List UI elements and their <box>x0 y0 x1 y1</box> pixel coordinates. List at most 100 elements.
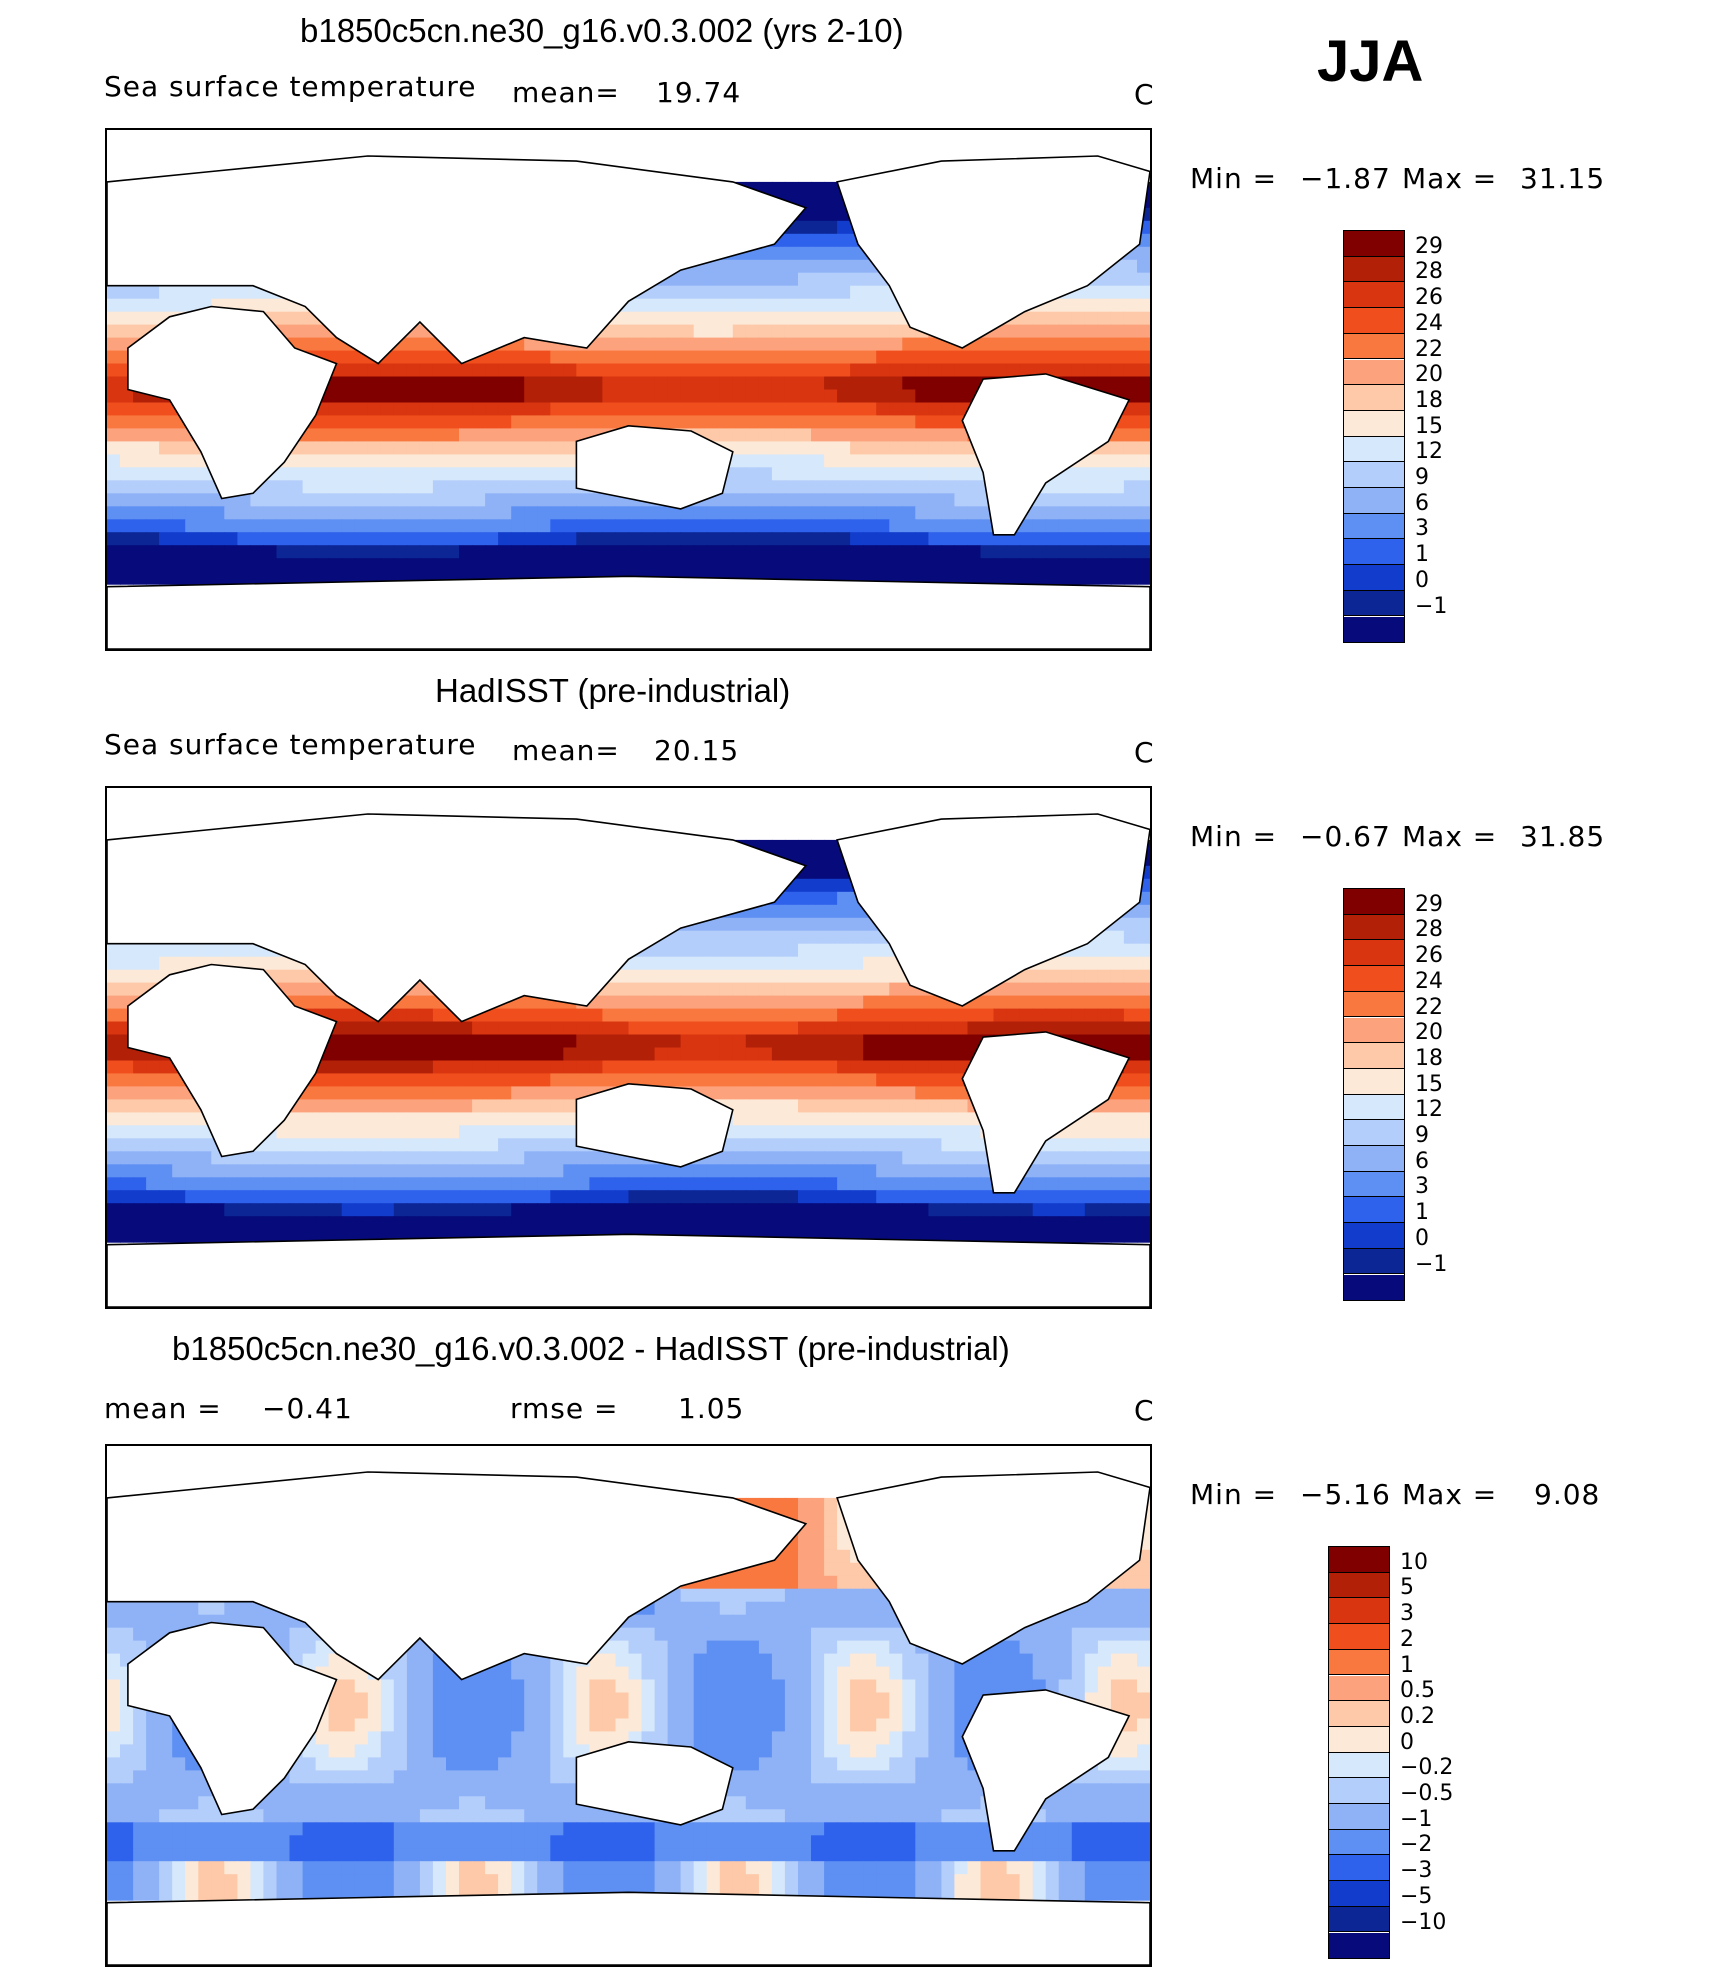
map-cell <box>824 467 838 481</box>
map-cell <box>915 1086 929 1100</box>
map-cell <box>758 428 773 442</box>
map-cell <box>1097 1112 1112 1126</box>
map-cell <box>811 272 825 287</box>
map-cell <box>315 493 330 507</box>
map-cell <box>367 1021 382 1036</box>
map-cell <box>341 1008 356 1023</box>
map-cell <box>198 285 212 300</box>
map-cell <box>745 311 760 326</box>
map-cell <box>954 363 968 378</box>
map-cell <box>967 480 982 494</box>
map-cell <box>550 519 564 533</box>
map-cell <box>850 1125 864 1139</box>
map-cell <box>889 1008 903 1023</box>
map-cell <box>406 428 421 442</box>
map-cell <box>459 1060 473 1075</box>
map-cell <box>563 506 577 520</box>
map-cell <box>811 904 825 919</box>
map-cell <box>824 1125 838 1139</box>
map-cell <box>811 350 825 365</box>
map-cell <box>1019 324 1034 339</box>
map-cell <box>576 1151 590 1165</box>
map-cell <box>1123 956 1138 971</box>
map-cell <box>863 1021 877 1036</box>
map-cell <box>680 1060 695 1075</box>
map-cell <box>459 389 473 404</box>
map-cell <box>1032 311 1047 326</box>
map-cell <box>1084 493 1099 507</box>
map-cell <box>824 493 838 507</box>
map-cell <box>1045 982 1060 997</box>
map-cell <box>302 1151 317 1165</box>
map-cell <box>315 337 330 352</box>
map-cell <box>380 1021 395 1036</box>
map-cell <box>889 1138 903 1152</box>
map-cell <box>537 467 551 481</box>
map-cell <box>1123 1190 1138 1204</box>
map-cell <box>798 402 812 417</box>
map-cell <box>380 1047 395 1062</box>
map-cell <box>406 1073 421 1087</box>
map-cell <box>1084 1151 1099 1165</box>
map-cell <box>771 1125 786 1139</box>
map-cell <box>758 532 773 546</box>
map-cell <box>876 1190 890 1204</box>
map-cell <box>641 363 656 378</box>
map-cell <box>680 545 695 559</box>
map-cell <box>172 1229 186 1243</box>
map-cell <box>706 1203 721 1217</box>
map-cell <box>1058 519 1073 533</box>
colorbar-tick-label: 29 <box>1415 233 1443 259</box>
map-cell <box>824 311 838 326</box>
map-cell <box>446 1125 460 1139</box>
map-cell <box>432 389 447 404</box>
map-cell <box>1045 506 1060 520</box>
map-cell <box>511 1138 525 1152</box>
map-cell <box>276 519 291 533</box>
map-cell <box>1032 982 1047 997</box>
map-cell <box>133 1073 147 1087</box>
map-cell <box>380 532 395 546</box>
map-cell <box>745 545 760 559</box>
map-cell <box>758 389 773 404</box>
map-cell <box>941 1021 955 1036</box>
map-cell <box>432 545 447 559</box>
map-cell <box>798 891 812 906</box>
map-cell <box>485 1177 499 1191</box>
map-cell <box>1123 1034 1138 1049</box>
map-cell <box>107 493 121 507</box>
map-cell <box>719 982 734 997</box>
map-cell <box>758 311 773 326</box>
map-cell <box>133 1060 147 1075</box>
map-cell <box>589 506 603 520</box>
map-cell <box>550 1138 564 1152</box>
map-cell <box>693 363 708 378</box>
map-cell <box>719 930 734 945</box>
map-cell <box>1097 930 1112 945</box>
map-cell <box>680 1034 695 1049</box>
map-cell <box>1137 1151 1150 1165</box>
map-cell <box>185 454 199 468</box>
map-cell <box>393 493 408 507</box>
map-cell <box>1058 298 1073 313</box>
map-cell <box>732 1164 747 1178</box>
map-cell <box>602 1034 616 1049</box>
map-cell <box>798 982 812 997</box>
map-cell <box>954 1060 968 1075</box>
map-cell <box>107 943 121 958</box>
map-cell <box>771 1138 786 1152</box>
map-cell <box>406 350 421 365</box>
map-cell <box>850 545 864 559</box>
map-cell <box>889 350 903 365</box>
map-cell <box>589 532 603 546</box>
map-cell <box>602 1047 616 1062</box>
map-cell <box>393 1203 408 1217</box>
map-cell <box>107 571 121 585</box>
map-cell <box>367 1164 382 1178</box>
map-cell <box>367 545 382 559</box>
map-cell <box>1032 545 1047 559</box>
map-cell <box>459 441 473 455</box>
map-cell <box>1097 982 1112 997</box>
map-cell <box>367 441 382 455</box>
map-cell <box>289 467 304 481</box>
